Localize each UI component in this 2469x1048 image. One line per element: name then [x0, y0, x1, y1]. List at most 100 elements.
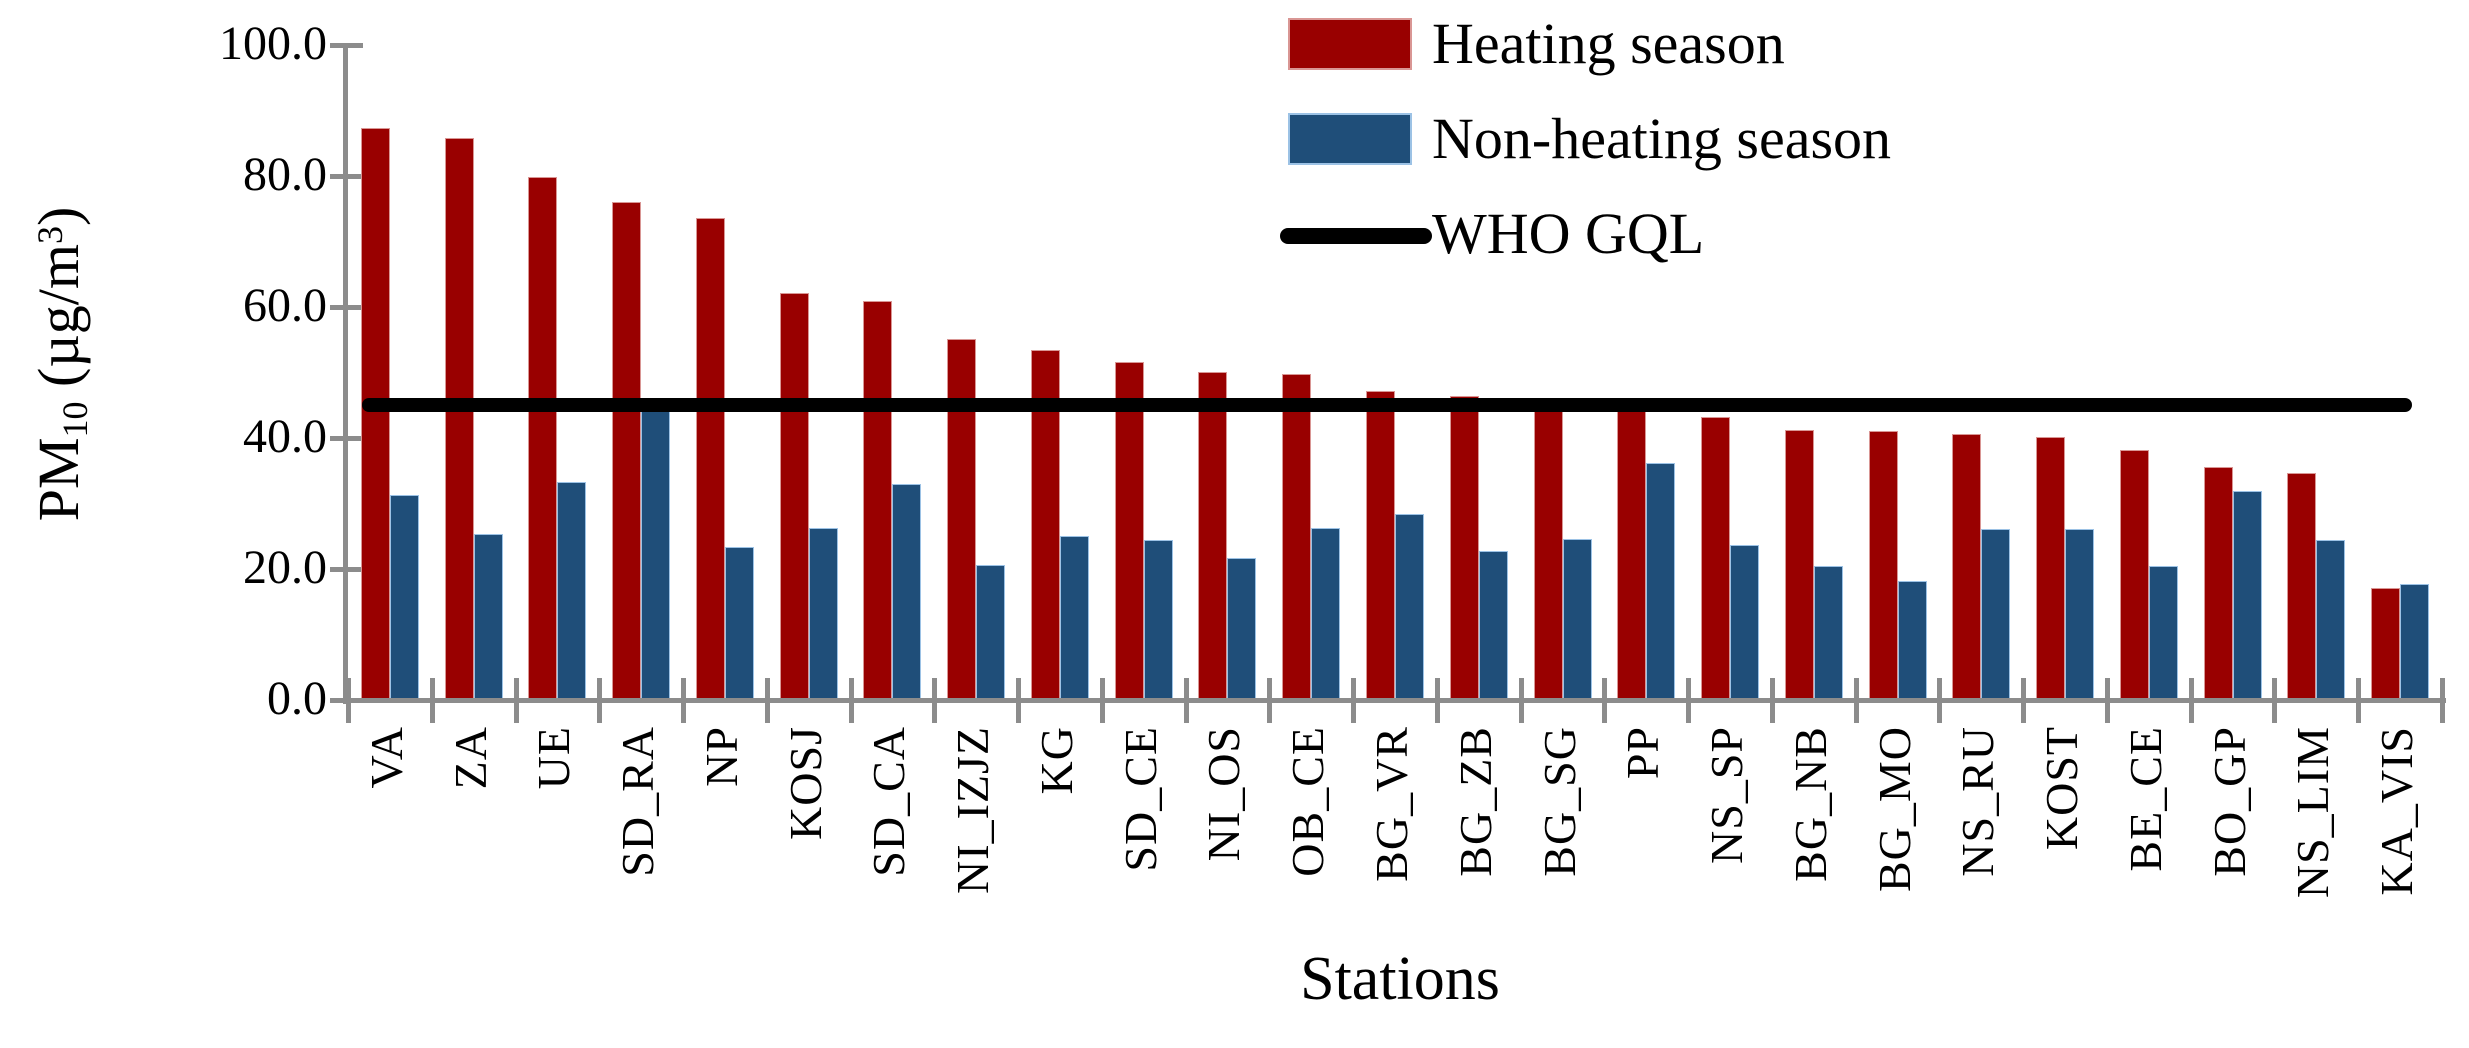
y-axis-line: [343, 45, 348, 704]
x-tick: [1434, 678, 1440, 723]
x-tick: [513, 678, 519, 723]
bar-nonheating-ZA: [473, 534, 503, 698]
bar-heating-SD_CA: [863, 301, 893, 698]
y-tick-label: 20.0: [243, 541, 327, 594]
y-axis-title: PM10 (µg/m3): [26, 206, 95, 522]
bar-nonheating-BG_MO: [1897, 581, 1927, 698]
y-tick: [330, 567, 363, 572]
x-category-label-NS_LIM: NS_LIM: [2287, 726, 2339, 899]
bar-heating-NI_OS: [1198, 372, 1228, 698]
bar-heating-SD_CE: [1114, 362, 1144, 698]
x-tick: [932, 678, 938, 723]
x-category-label-NS_RU: NS_RU: [1952, 726, 2004, 877]
y-axis-title-superscript: 3: [29, 226, 70, 245]
x-category-label-BG_MO: BG_MO: [1868, 726, 1920, 893]
bar-nonheating-NI_IZJZ: [976, 565, 1006, 698]
y-tick-label: 0.0: [267, 672, 327, 725]
bar-heating-BG_VR: [1366, 391, 1395, 698]
x-category-label-KA_VIS: KA_VIS: [2371, 726, 2423, 896]
x-category-label-BG_ZB: BG_ZB: [1449, 726, 1501, 877]
bar-nonheating-BE_CE: [2148, 566, 2178, 698]
bar-heating-NI_IZJZ: [947, 339, 977, 698]
bar-heating-BG_SG: [1533, 407, 1563, 698]
bar-nonheating-SD_CE: [1143, 540, 1173, 698]
bar-nonheating-NS_SP: [1730, 545, 1760, 698]
bar-nonheating-VA: [389, 495, 419, 698]
x-category-label-OB_CE: OB_CE: [1282, 726, 1334, 877]
x-tick: [2188, 678, 2194, 723]
x-category-label-UE: UE: [528, 726, 580, 790]
bar-heating-PP: [1617, 408, 1647, 698]
legend-label-who-gql: WHO GQL: [1432, 201, 1705, 266]
x-tick: [848, 678, 854, 723]
x-category-label-BG_SG: BG_SG: [1533, 726, 1585, 877]
x-tick: [2021, 678, 2027, 723]
x-category-label-NS_SP: NS_SP: [1701, 726, 1753, 864]
bar-nonheating-NP: [724, 547, 754, 698]
x-category-label-PP: PP: [1617, 726, 1669, 780]
x-category-label-KOST: KOST: [2036, 726, 2088, 851]
x-tick: [2272, 678, 2278, 723]
x-tick: [1769, 678, 1775, 723]
bar-nonheating-PP: [1646, 463, 1676, 698]
x-tick: [346, 678, 351, 723]
x-tick: [1937, 678, 1943, 723]
x-tick: [2356, 678, 2362, 723]
x-tick: [429, 678, 435, 723]
bar-nonheating-BG_NB: [1813, 566, 1843, 698]
bar-heating-OB_CE: [1282, 374, 1312, 698]
x-category-label-BG_NB: BG_NB: [1784, 726, 1836, 882]
bar-heating-NS_SP: [1701, 417, 1731, 698]
y-tick: [330, 174, 363, 179]
x-category-label-KOSJ: KOSJ: [779, 726, 831, 840]
bar-nonheating-BO_GP: [2232, 491, 2262, 698]
bar-heating-BG_NB: [1784, 430, 1814, 698]
x-category-label-VA: VA: [360, 726, 412, 789]
bar-heating-NS_LIM: [2287, 473, 2317, 698]
x-tick: [1518, 678, 1524, 723]
x-tick: [1602, 678, 1608, 723]
x-tick: [681, 678, 687, 723]
bar-heating-SD_RA: [612, 202, 642, 698]
bar-nonheating-SD_CA: [892, 484, 922, 698]
x-tick: [1853, 678, 1859, 723]
x-tick: [1686, 678, 1692, 723]
x-category-label-SD_CA: SD_CA: [863, 726, 915, 877]
x-tick: [764, 678, 770, 723]
non-heating-season-swatch: [1288, 113, 1412, 165]
y-tick-label: 60.0: [243, 279, 327, 332]
bar-nonheating-OB_CE: [1311, 528, 1341, 698]
y-axis-title-subscript: 10: [54, 401, 95, 438]
who-gql-reference-line: [362, 398, 2412, 413]
x-category-label-SD_RA: SD_RA: [612, 726, 664, 877]
bar-heating-BG_MO: [1868, 431, 1898, 698]
x-category-label-NP: NP: [695, 726, 747, 787]
y-tick-label: 100.0: [219, 17, 327, 70]
bar-heating-NS_RU: [1952, 434, 1982, 698]
legend-label-heating-season: Heating season: [1432, 11, 1785, 76]
x-category-label-KG: KG: [1030, 726, 1082, 795]
x-tick: [1351, 678, 1357, 723]
legend-label-non-heating-season: Non-heating season: [1432, 106, 1892, 171]
x-category-label-BO_GP: BO_GP: [2203, 726, 2255, 877]
y-tick: [330, 436, 363, 441]
bar-heating-BO_GP: [2203, 467, 2233, 698]
bar-nonheating-UE: [557, 482, 587, 698]
bar-heating-VA: [360, 128, 390, 698]
x-category-label-NI_IZJZ: NI_IZJZ: [947, 726, 999, 894]
y-tick: [330, 43, 363, 48]
y-tick-label: 80.0: [243, 148, 327, 201]
x-category-label-ZA: ZA: [444, 726, 496, 790]
x-tick: [1267, 678, 1273, 723]
x-axis-line: [343, 698, 2446, 703]
bar-heating-ZA: [444, 138, 474, 698]
x-category-label-SD_CE: SD_CE: [1114, 726, 1166, 872]
heating-season-swatch: [1288, 18, 1412, 70]
bar-nonheating-KA_VIS: [2400, 584, 2430, 698]
x-tick: [2104, 678, 2110, 723]
x-category-label-BG_VR: BG_VR: [1366, 726, 1417, 882]
y-tick: [330, 305, 363, 310]
bar-nonheating-BG_VR: [1395, 514, 1424, 698]
bar-nonheating-KG: [1059, 536, 1089, 698]
